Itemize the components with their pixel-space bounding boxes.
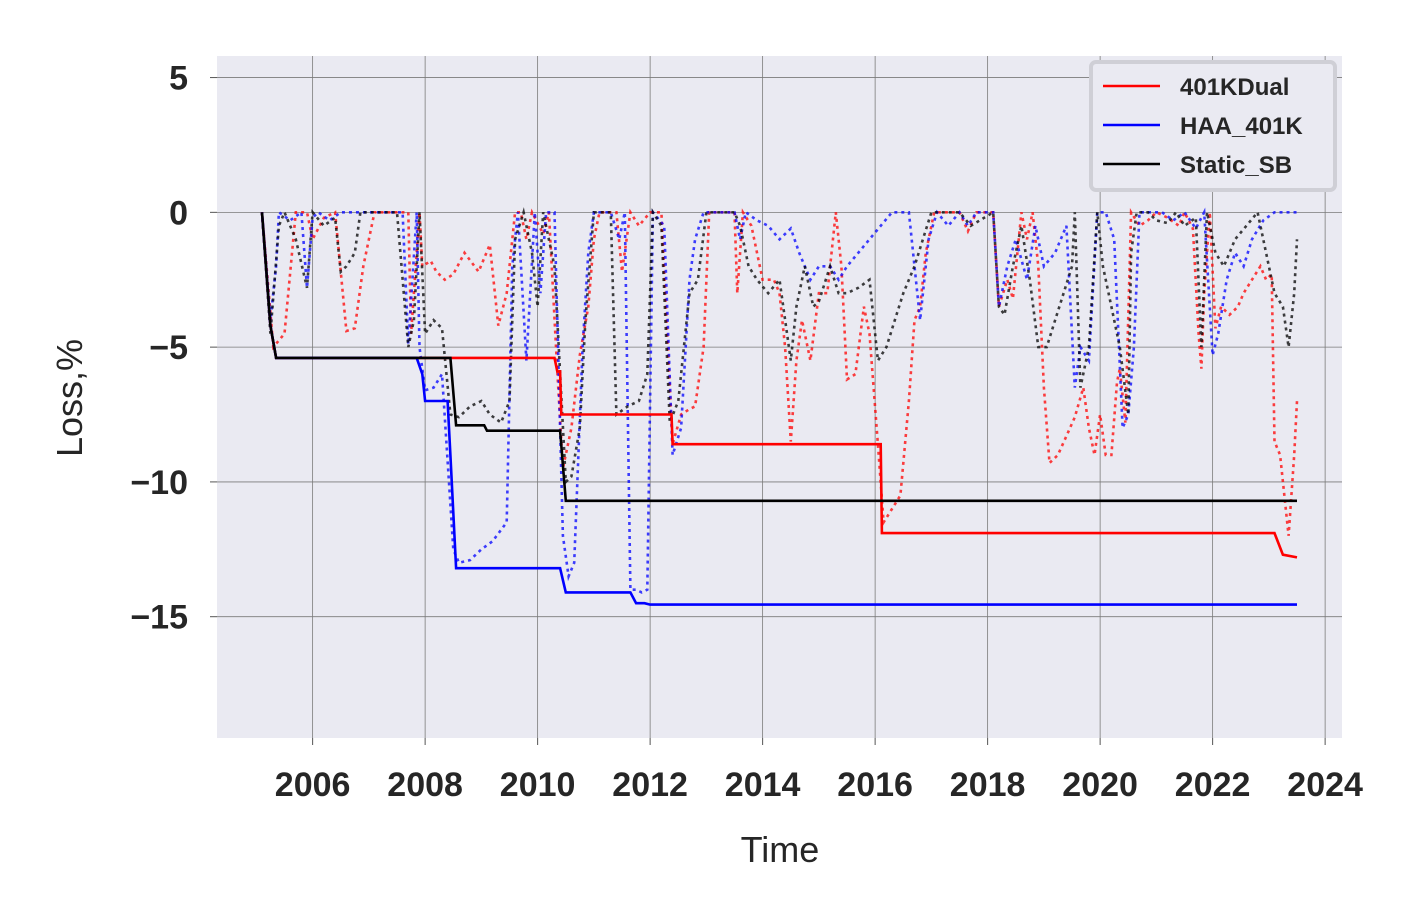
x-tick-label: 2012 [612, 766, 688, 804]
x-tick-labels: 2006 2008 2010 2012 2014 2016 2018 2020 2022 2024 [275, 766, 1363, 804]
y-tick-label: 5 [169, 60, 188, 98]
legend-label: Static_SB [1180, 152, 1292, 179]
x-tick-label: 2018 [950, 766, 1026, 804]
x-tick-label: 2008 [387, 766, 463, 804]
y-tick-label: −15 [130, 599, 188, 637]
drawdown-line-static-sb [260, 207, 1299, 485]
legend-label: HAA_401K [1180, 113, 1303, 140]
x-tick-label: 2006 [275, 766, 351, 804]
y-tick-labels: 5 0 −5 −10 −15 [130, 60, 188, 637]
y-tick-label: −10 [130, 464, 188, 502]
legend: 401KDual HAA_401K Static_SB [1089, 60, 1337, 192]
drawdown-line-haa-401k [260, 207, 1297, 594]
legend-label: 401KDual [1180, 74, 1289, 101]
legend-box [1089, 60, 1337, 192]
x-tick-label: 2016 [837, 766, 913, 804]
x-tick-label: 2010 [500, 766, 576, 804]
y-axis-title: Loss,% [49, 339, 90, 457]
x-tick-label: 2020 [1062, 766, 1138, 804]
max-drawdown-line-static-sb [260, 212, 1297, 503]
x-tick-label: 2014 [725, 766, 801, 804]
drawdown-line-401kdual [260, 207, 1299, 536]
y-tick-label: 0 [169, 194, 188, 232]
x-tick-label: 2024 [1287, 766, 1363, 804]
x-axis-title: Time [741, 829, 820, 870]
series-layer [260, 207, 1299, 606]
x-tick-label: 2022 [1175, 766, 1251, 804]
y-tick-label: −5 [149, 329, 188, 367]
